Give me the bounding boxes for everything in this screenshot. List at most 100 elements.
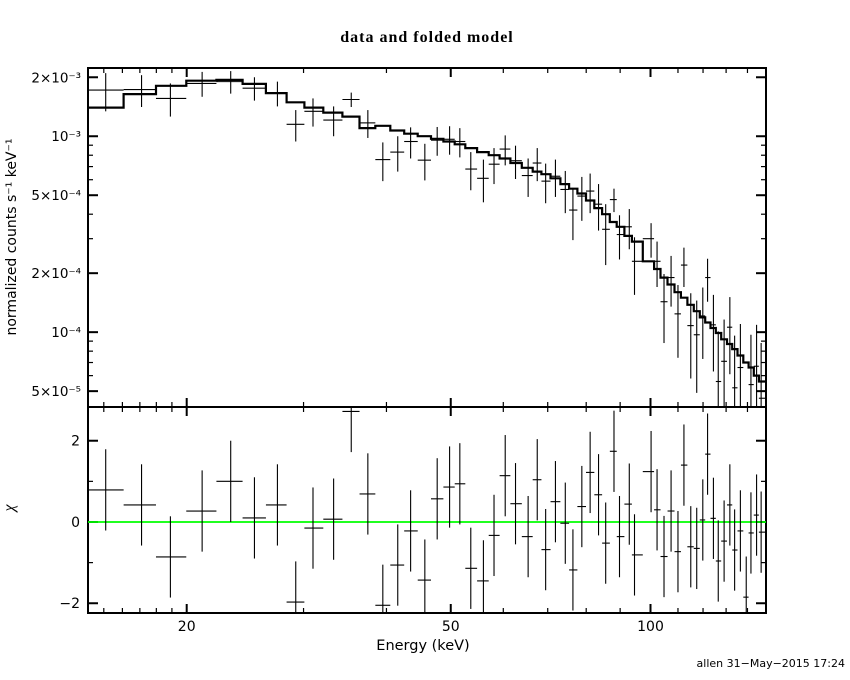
y-tick-label: 10⁻⁴ [51,325,81,341]
residual-point [510,463,522,545]
residual-point [594,454,603,536]
residual-point [359,453,376,535]
data-point [631,237,643,295]
residual-point [499,435,511,517]
residual-point [541,508,551,591]
residual-point [488,494,500,577]
chi-tick-label: 0 [71,515,80,531]
signature-text: allen 31−May−2015 17:24 [697,657,845,670]
data-point [404,127,418,159]
data-point [286,110,305,142]
residual-point [569,529,578,611]
residual-point [390,524,405,606]
data-point [465,152,478,191]
residual-point [631,514,643,596]
data-point [88,73,124,112]
y-tick-label: 2×10⁻⁴ [31,266,81,282]
data-point [569,187,578,241]
data-point [715,331,722,407]
data-point [609,188,617,213]
data-point [477,159,489,203]
residual-point [155,516,187,598]
residual-point [477,540,489,613]
data-point [753,324,759,407]
residual-point [454,443,466,525]
residual-point [674,511,681,593]
x-ticks [103,68,749,613]
bottom-panel-frame [87,406,767,614]
residual-point [286,561,305,613]
data-point [454,128,466,158]
residual-point [242,477,266,559]
residual-point [216,440,243,522]
residual-point [577,465,586,548]
data-point [674,285,681,358]
x-axis-label: Energy (keV) [376,638,469,654]
data-point [687,293,694,379]
data-point [417,143,432,181]
chi-axis-label: χ [1,504,18,514]
data-point [521,158,533,197]
y-tick-label: 5×10⁻⁴ [31,188,81,204]
y-tick-label: 10⁻³ [51,129,81,145]
residual-point [465,527,478,609]
data-point [705,258,711,302]
residual-point [560,482,570,564]
chi-tick-label: 2 [71,434,80,450]
data-point [748,334,754,407]
data-point [375,142,391,182]
residual-point [404,490,418,572]
residual-point [732,509,738,591]
y-axis-label: normalized counts s⁻¹ keV⁻¹ [4,138,20,335]
data-point [488,148,500,185]
data-point [123,75,156,108]
residual-point [667,470,675,552]
x-tick-label: 50 [442,619,460,635]
data-point [693,300,700,393]
data-point [431,126,444,156]
data-point [443,126,455,155]
residual-point [323,478,343,560]
residual-point [737,490,744,572]
data-point [186,71,217,97]
residual-point [88,449,124,531]
data-point [560,170,570,214]
residual-point [431,458,444,540]
y-tick-label: 2×10⁻³ [31,70,81,86]
residual-point [532,439,542,521]
residual-point [616,495,625,578]
residual-point [699,479,706,561]
residual-point [123,464,156,546]
residual-point [660,515,668,598]
plot-title: data and folded model [340,29,513,46]
data-point [624,209,632,250]
residual-point [705,413,711,495]
chi-tick-label: −2 [59,596,80,612]
data-point [721,319,727,407]
data-point [667,255,675,307]
y-ticks-top [88,76,766,393]
data-point [699,287,706,359]
residuals-layer [88,407,766,613]
data-point [304,98,324,127]
data-point [737,324,744,407]
data-point [680,247,688,288]
residual-point [585,431,595,514]
x-tick-label: 100 [637,619,664,635]
data-point [585,173,595,214]
data-point [216,71,243,94]
residual-point [186,470,217,552]
residual-point [624,463,632,545]
residual-point [693,507,700,590]
residual-point [687,506,694,588]
spectrum-data-layer [88,71,766,407]
residual-point [758,491,766,573]
residual-point [753,474,759,556]
top-panel-frame [87,67,767,408]
residual-point [654,469,661,551]
residual-point [642,430,655,513]
data-point [541,163,551,204]
residual-point [443,446,455,528]
data-point [359,110,376,138]
